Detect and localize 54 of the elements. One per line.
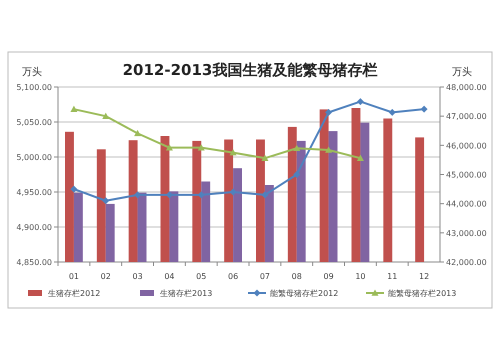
point: [293, 144, 300, 152]
y2-tick-label: 45,000.00: [446, 170, 487, 180]
point: [420, 106, 428, 113]
point: [198, 144, 205, 150]
y-tick-label: 4,900.00: [16, 223, 52, 232]
point: [261, 191, 268, 198]
x-tick-label: 09: [323, 272, 334, 281]
legend-label: 生猪存栏2013: [160, 289, 212, 298]
point: [356, 98, 364, 106]
y2-tick-label: 42,000.00: [446, 258, 487, 267]
x-tick-label: 02: [100, 272, 111, 281]
y2-tick-label: 43,000.00: [446, 228, 487, 238]
y-axis-title: 万头: [22, 66, 42, 78]
point: [261, 154, 268, 161]
point: [134, 191, 142, 198]
point: [325, 108, 332, 116]
y-tick-label: 4,850.00: [16, 258, 52, 267]
y-tick-label: 5,100.00: [16, 83, 52, 92]
point: [166, 144, 173, 150]
x-tick-label: 01: [68, 272, 80, 281]
x-tick-label: 11: [387, 272, 398, 281]
point: [134, 130, 142, 136]
y2-tick-label: 48,000.00: [446, 83, 487, 92]
y2-tick-label: 46,000.00: [446, 141, 487, 150]
x-tick-label: 03: [132, 272, 143, 281]
x-tick-label: 06: [228, 272, 238, 281]
x-tick-label: 12: [418, 272, 430, 281]
y2-tick-label: 47,000.00: [446, 112, 487, 122]
x-tick-label: 10: [355, 272, 366, 281]
x-tick-label: 07: [260, 272, 270, 281]
x-tick-label: 04: [164, 272, 175, 281]
y2-tick-label: 44,000.00: [446, 200, 487, 209]
point: [166, 191, 173, 198]
point: [230, 149, 237, 156]
point: [325, 146, 332, 153]
legend-label: 能繁母猪存栏2012: [270, 289, 338, 298]
point: [230, 188, 237, 196]
legend-label: 能繁母猪存栏2013: [388, 289, 456, 298]
point: [70, 106, 78, 112]
point: [356, 154, 364, 161]
chart-title: 2012-2013我国生猪及能繁母猪存栏: [122, 61, 378, 79]
point: [388, 108, 396, 116]
point: [102, 197, 110, 204]
point: [102, 112, 110, 119]
y2-axis-title: 万头: [452, 66, 472, 78]
point: [70, 186, 78, 193]
point: [198, 191, 205, 198]
legend-label: 生猪存栏2012: [48, 289, 100, 298]
point: [293, 171, 300, 178]
y-tick-label: 5,000.00: [16, 153, 52, 162]
y-tick-label: 4,950.00: [16, 188, 52, 197]
y-tick-label: 5,050.00: [16, 118, 52, 127]
x-tick-label: 08: [292, 272, 302, 281]
x-tick-label: 05: [196, 272, 206, 281]
